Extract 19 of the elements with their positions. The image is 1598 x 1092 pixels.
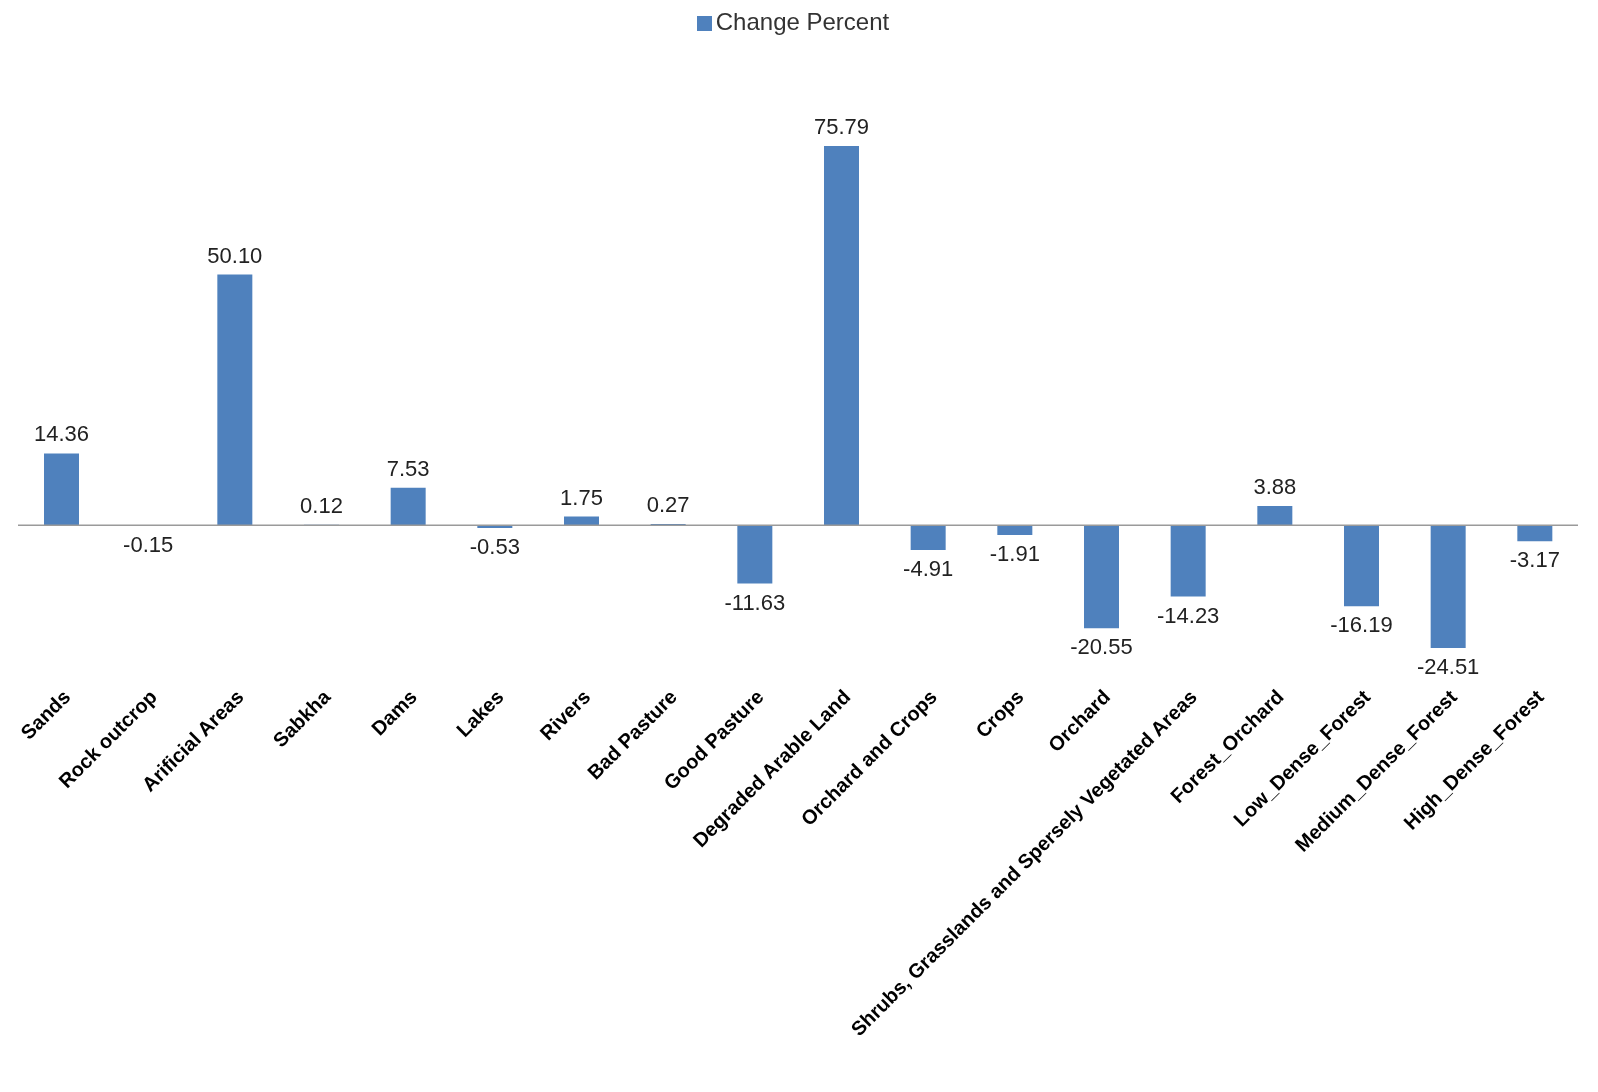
data-label: 0.12 xyxy=(300,492,343,518)
data-label: 14.36 xyxy=(33,421,90,447)
data-label: 3.88 xyxy=(1253,473,1297,499)
data-label: 0.27 xyxy=(646,491,690,517)
data-label: -24.51 xyxy=(1416,654,1480,679)
data-label: -3.17 xyxy=(1509,547,1560,573)
legend-label: Change Percent xyxy=(715,8,890,35)
data-label: -0.53 xyxy=(469,533,520,559)
data-label: 1.75 xyxy=(560,484,603,510)
data-label: -4.91 xyxy=(903,555,954,581)
data-label: -1.91 xyxy=(989,540,1040,566)
data-label: -14.23 xyxy=(1156,602,1220,628)
data-label: -16.19 xyxy=(1330,612,1393,638)
data-label: 75.79 xyxy=(813,114,870,139)
data-label: -20.55 xyxy=(1070,634,1133,660)
data-label: 7.53 xyxy=(386,455,430,481)
data-label: -0.15 xyxy=(123,532,174,558)
data-label: 50.10 xyxy=(207,242,263,268)
data-label: -11.63 xyxy=(724,589,786,615)
